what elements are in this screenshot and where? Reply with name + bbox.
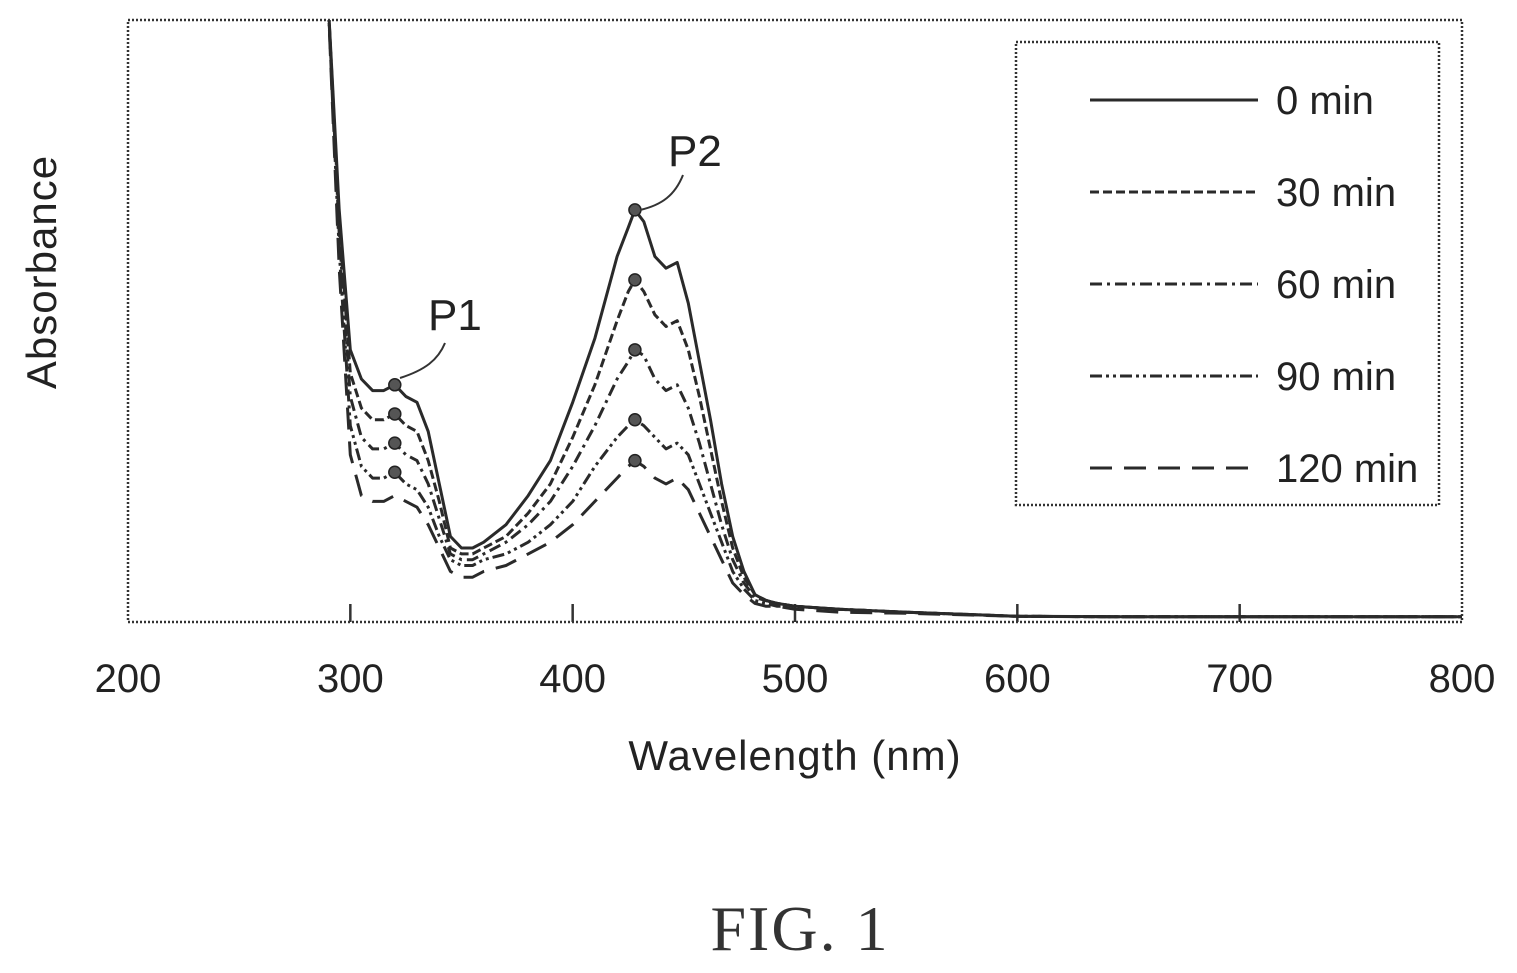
peak-marker <box>388 378 402 392</box>
legend-label: 60 min <box>1276 263 1396 307</box>
annotation-p2: P2 <box>668 127 722 176</box>
legend-label: 0 min <box>1276 79 1374 123</box>
legend-box <box>1014 40 1441 507</box>
annotation-leader-p2 <box>639 174 684 211</box>
peak-markers <box>388 203 642 479</box>
x-tick-label: 600 <box>984 657 1051 701</box>
x-axis-title: Wavelength (nm) <box>628 732 961 779</box>
x-tick-label: 200 <box>95 657 162 701</box>
legend-label: 120 min <box>1276 447 1418 491</box>
peak-marker <box>388 407 402 421</box>
x-tick-label: 500 <box>762 657 829 701</box>
peak-marker <box>628 343 642 357</box>
legend-label: 30 min <box>1276 171 1396 215</box>
legend: 0 min 30 min 60 min 90 min 120 min <box>1014 40 1441 507</box>
peak-marker <box>388 465 402 479</box>
peak-marker <box>628 203 642 217</box>
x-tick-label: 800 <box>1429 657 1496 701</box>
peak-marker <box>628 273 642 287</box>
peak-marker <box>628 453 642 468</box>
x-tick-label: 400 <box>539 657 606 701</box>
peak-marker <box>388 436 402 450</box>
x-axis-ticks <box>349 604 1241 622</box>
peak-marker <box>628 413 642 427</box>
annotation-leader-p1 <box>399 342 446 379</box>
annotation-p1: P1 <box>428 291 482 340</box>
figure-caption: FIG. 1 <box>710 893 889 964</box>
legend-items: 0 min 30 min 60 min 90 min 120 min <box>1090 79 1418 491</box>
legend-label: 90 min <box>1276 355 1396 399</box>
x-axis-tick-labels: 200 300 400 500 600 700 800 <box>95 657 1496 701</box>
x-tick-label: 700 <box>1206 657 1273 701</box>
x-tick-label: 300 <box>317 657 384 701</box>
y-axis-title: Absorbance <box>18 155 65 389</box>
